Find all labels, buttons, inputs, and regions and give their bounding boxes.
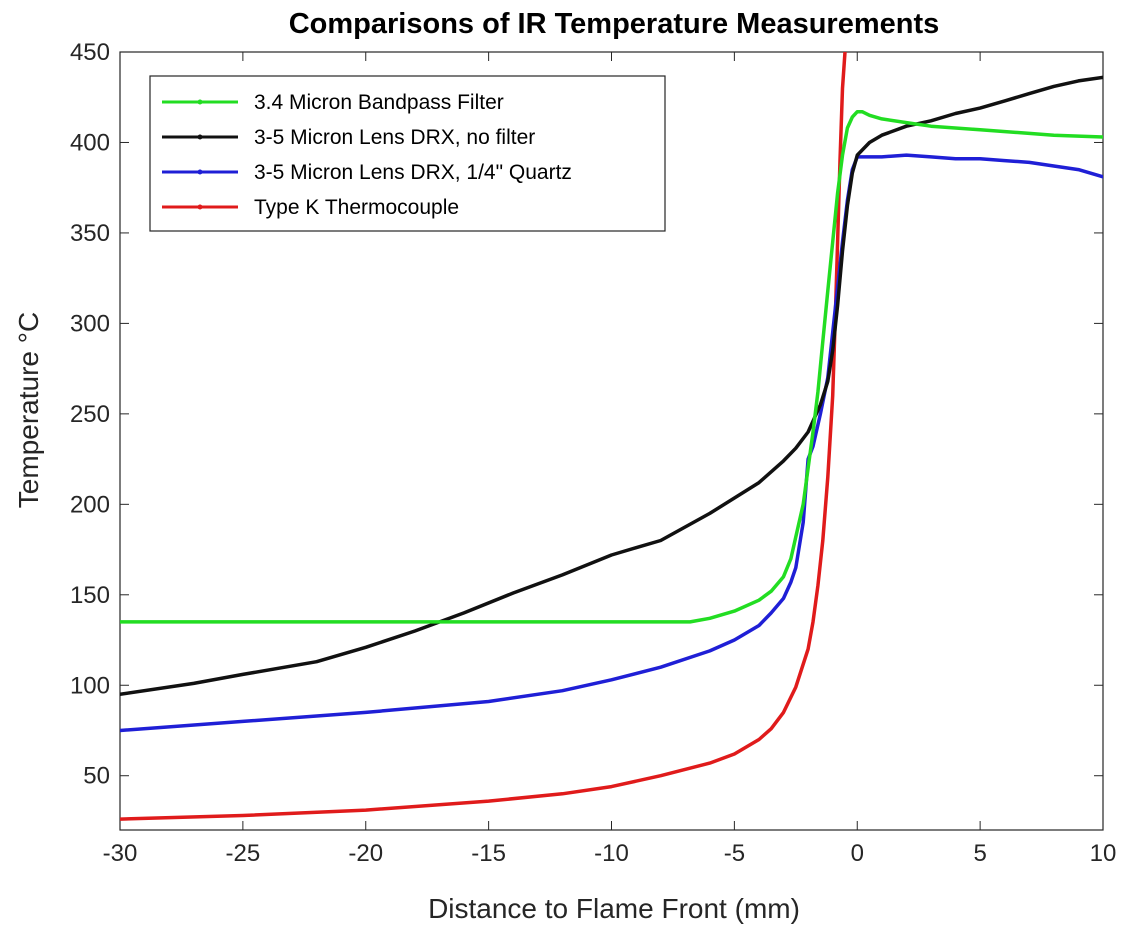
x-tick-label: -5 [724, 840, 745, 867]
y-tick-label: 400 [70, 129, 110, 156]
x-tick-label: 5 [973, 840, 986, 867]
y-tick-label: 350 [70, 220, 110, 247]
legend-marker-no-filter [197, 134, 203, 140]
y-tick-label: 50 [83, 763, 110, 790]
series-group [120, 52, 1103, 821]
legend-marker-quartz [197, 169, 203, 175]
x-tick-label: -30 [103, 840, 138, 867]
chart-title: Comparisons of IR Temperature Measuremen… [289, 8, 940, 40]
y-tick-label: 250 [70, 401, 110, 428]
legend-label-bandpass-filter: 3.4 Micron Bandpass Filter [254, 91, 504, 114]
series-line-bandpass-filter [120, 109, 1103, 624]
x-tick-label: -10 [594, 840, 629, 867]
y-tick-label: 300 [70, 310, 110, 337]
x-tick-label: 10 [1090, 840, 1117, 867]
series-line-quartz [120, 153, 1103, 733]
x-tick-label: 0 [851, 840, 864, 867]
legend-label-no-filter: 3-5 Micron Lens DRX, no filter [254, 126, 535, 149]
x-tick-label: -15 [471, 840, 506, 867]
x-tick-label: -25 [226, 840, 261, 867]
legend-marker-bandpass-filter [197, 99, 203, 105]
y-tick-label: 150 [70, 582, 110, 609]
x-axis-label: Distance to Flame Front (mm) [428, 893, 800, 924]
series-line-no-filter [120, 75, 1103, 697]
y-axis-label: Temperature °C [13, 312, 44, 508]
y-tick-label: 450 [70, 39, 110, 66]
y-tick-label: 100 [70, 672, 110, 699]
x-tick-label: -20 [348, 840, 383, 867]
y-tick-label: 200 [70, 491, 110, 518]
plot-area: -30 -25 -20 -15 -10 -5 0 5 10 50 100 150 200 250 300 35… [70, 39, 1116, 867]
legend-label-thermocouple: Type K Thermocouple [254, 196, 459, 219]
legend-marker-thermocouple [197, 204, 203, 210]
legend-label-quartz: 3-5 Micron Lens DRX, 1/4" Quartz [254, 161, 572, 184]
